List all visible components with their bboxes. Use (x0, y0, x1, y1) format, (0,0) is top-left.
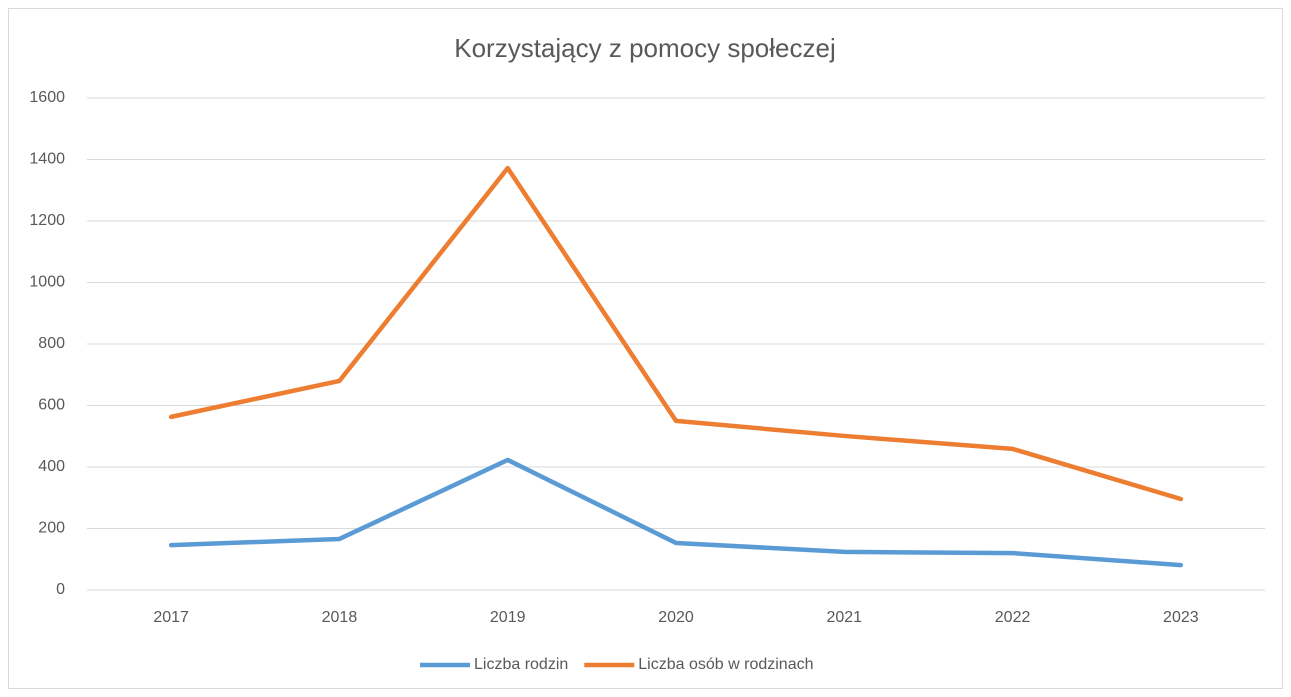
x-tick-label: 2017 (153, 609, 189, 626)
y-tick-label: 0 (56, 581, 65, 598)
x-tick-label: 2023 (1163, 609, 1199, 626)
x-tick-label: 2019 (490, 609, 526, 626)
x-tick-label: 2022 (995, 609, 1031, 626)
legend-label: Liczba osób w rodzinach (638, 656, 813, 673)
chart-frame (8, 8, 1283, 689)
x-tick-label: 2021 (826, 609, 862, 626)
y-tick-label: 1200 (29, 212, 65, 229)
line-series (168, 165, 1184, 502)
line-series (168, 457, 1184, 568)
x-tick-label: 2018 (322, 609, 358, 626)
chart-title: Korzystający z pomocy społeczej (454, 33, 835, 63)
legend-label: Liczba rodzin (474, 656, 568, 673)
y-tick-label: 800 (38, 335, 65, 352)
y-tick-label: 400 (38, 458, 65, 475)
y-tick-label: 200 (38, 520, 65, 537)
y-tick-label: 1000 (29, 274, 65, 291)
y-tick-label: 1600 (29, 89, 65, 106)
x-tick-label: 2020 (658, 609, 694, 626)
y-tick-label: 1400 (29, 151, 65, 168)
y-tick-label: 600 (38, 397, 65, 414)
